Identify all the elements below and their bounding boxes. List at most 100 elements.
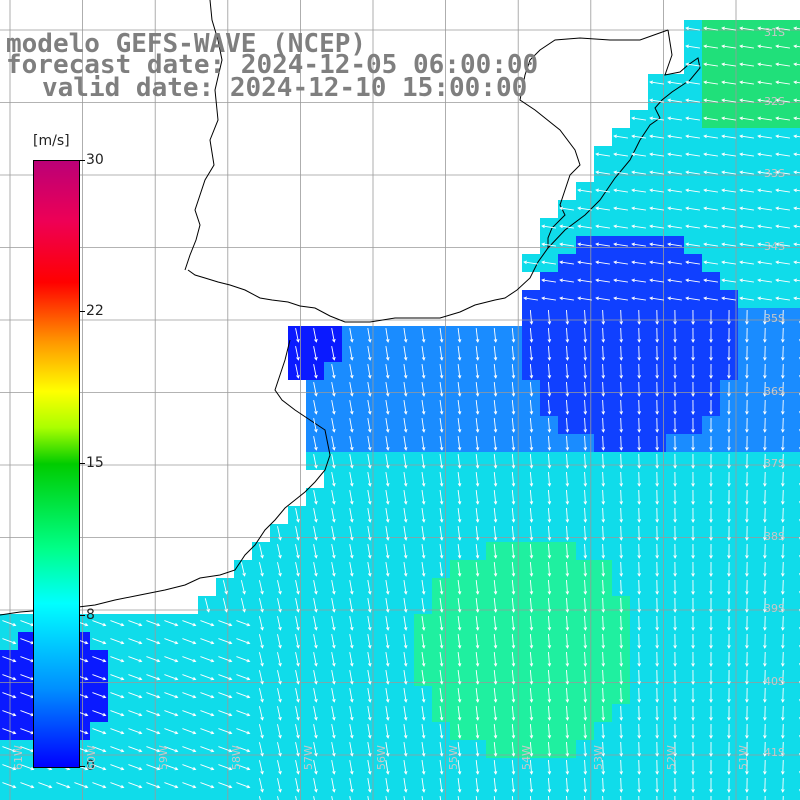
wind-speed-cell bbox=[792, 596, 800, 614]
wind-vector bbox=[439, 760, 443, 774]
wind-vector bbox=[686, 207, 700, 211]
wind-vector bbox=[367, 382, 371, 396]
wind-vector-head bbox=[619, 537, 624, 541]
wind-vector-head bbox=[246, 694, 251, 699]
wind-vector bbox=[146, 746, 160, 752]
wind-vector bbox=[385, 382, 389, 396]
wind-vector-head bbox=[619, 483, 624, 487]
wind-vector bbox=[614, 207, 628, 211]
wind-vector bbox=[92, 692, 106, 698]
wind-vector-head bbox=[439, 788, 444, 793]
wind-vector-head bbox=[385, 698, 390, 703]
wind-vector-head bbox=[727, 339, 731, 343]
wind-vector bbox=[2, 656, 16, 662]
wind-vector-head bbox=[493, 465, 498, 469]
wind-vector-head bbox=[619, 465, 624, 469]
wind-vector bbox=[776, 297, 790, 301]
wind-vector bbox=[529, 777, 533, 793]
forecast-date: forecast date: 2024-12-05 06:00:00 bbox=[6, 50, 539, 80]
wind-vector-head bbox=[793, 188, 798, 193]
wind-vector bbox=[758, 279, 772, 283]
wind-vector-head bbox=[709, 771, 713, 775]
wind-vector bbox=[620, 435, 622, 451]
wind-vector bbox=[403, 760, 407, 774]
wind-vector bbox=[331, 724, 335, 738]
wind-vector-head bbox=[403, 536, 408, 541]
wind-vector-head bbox=[84, 730, 89, 735]
wind-vector-head bbox=[565, 483, 570, 487]
wind-vector bbox=[295, 562, 299, 576]
wind-vector-head bbox=[780, 321, 785, 325]
wind-vector-head bbox=[619, 627, 624, 631]
wind-vector-head bbox=[30, 784, 35, 789]
wind-vector bbox=[782, 489, 784, 505]
wind-vector bbox=[493, 399, 497, 415]
wind-vector-head bbox=[260, 554, 264, 559]
wind-vector-head bbox=[511, 429, 516, 433]
wind-vector-head bbox=[457, 392, 462, 397]
wind-vector-head bbox=[529, 357, 534, 361]
wind-vector-head bbox=[278, 644, 282, 649]
wind-vector-head bbox=[296, 374, 300, 379]
wind-vector-head bbox=[649, 80, 654, 85]
wind-speed-cell bbox=[792, 488, 800, 506]
wind-vector-head bbox=[156, 640, 161, 645]
wind-vector bbox=[566, 795, 568, 800]
wind-speed-cell bbox=[198, 794, 216, 800]
wind-vector-head bbox=[703, 116, 708, 121]
wind-vector-head bbox=[511, 753, 516, 757]
wind-vector bbox=[566, 741, 568, 757]
wind-vector bbox=[740, 135, 754, 139]
wind-vector-head bbox=[12, 784, 17, 789]
wind-vector bbox=[578, 225, 592, 229]
wind-vector-head bbox=[763, 519, 767, 523]
wind-vector-head bbox=[745, 699, 749, 703]
wind-vector bbox=[475, 651, 479, 667]
wind-vector bbox=[313, 652, 317, 666]
wind-vector bbox=[367, 328, 371, 342]
wind-vector-head bbox=[637, 537, 641, 541]
wind-vector bbox=[529, 759, 533, 775]
wind-vector-head bbox=[763, 573, 767, 577]
wind-vector-head bbox=[709, 735, 713, 739]
wind-vector-head bbox=[314, 554, 318, 559]
wind-vector bbox=[236, 782, 250, 788]
wind-vector bbox=[547, 543, 551, 559]
wind-vector bbox=[313, 742, 317, 756]
wind-vector-head bbox=[757, 224, 762, 229]
wind-vector-head bbox=[691, 591, 695, 595]
wind-vector bbox=[782, 651, 784, 667]
wind-vector bbox=[475, 543, 479, 559]
wind-vector bbox=[349, 526, 353, 540]
wind-vector bbox=[529, 651, 533, 667]
wind-vector-head bbox=[631, 188, 636, 193]
wind-vector-head bbox=[727, 717, 731, 721]
wind-vector-head bbox=[523, 296, 528, 301]
wind-vector-head bbox=[192, 676, 197, 681]
wind-vector bbox=[164, 656, 178, 662]
wind-vector-head bbox=[228, 766, 233, 771]
wind-vector-head bbox=[493, 519, 498, 523]
wind-vector-head bbox=[547, 321, 552, 325]
wind-vector-head bbox=[601, 393, 606, 397]
wind-vector-head bbox=[595, 224, 600, 229]
wind-vector-head bbox=[314, 392, 318, 397]
wind-vector bbox=[529, 597, 533, 613]
wind-vector bbox=[686, 99, 700, 103]
wind-vector-head bbox=[403, 752, 408, 757]
wind-vector-head bbox=[12, 694, 17, 699]
wind-vector bbox=[542, 261, 556, 265]
wind-speed-cell bbox=[90, 794, 108, 800]
wind-vector-head bbox=[649, 134, 654, 139]
wind-vector bbox=[794, 297, 800, 300]
wind-vector-head bbox=[174, 712, 179, 717]
wind-vector-head bbox=[102, 622, 107, 627]
wind-speed-cell bbox=[360, 794, 378, 800]
wind-vector bbox=[421, 544, 425, 558]
wind-vector bbox=[566, 777, 568, 793]
wind-vector bbox=[566, 435, 568, 451]
wind-vector bbox=[403, 688, 407, 702]
wind-vector-head bbox=[350, 608, 354, 613]
wind-vector bbox=[794, 63, 800, 66]
wind-vector-head bbox=[350, 536, 354, 541]
